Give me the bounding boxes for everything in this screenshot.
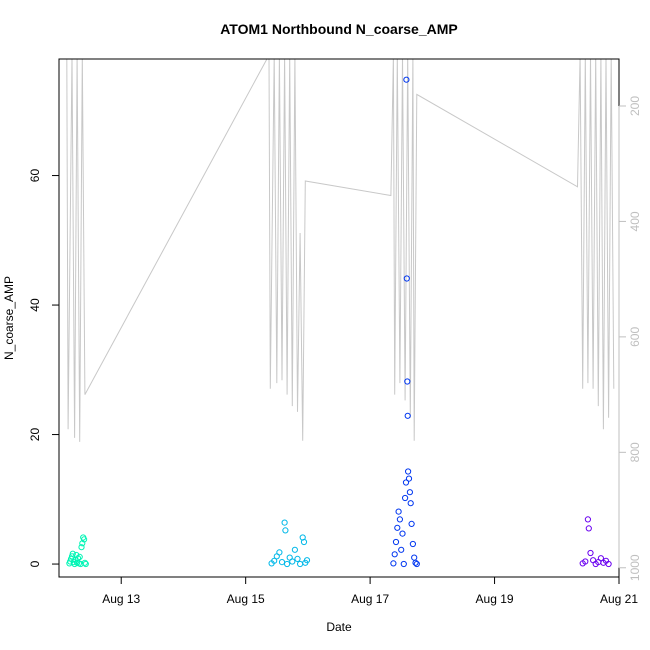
- y-axis-label: N_coarse_AMP: [2, 276, 16, 360]
- data-point: [69, 550, 76, 557]
- data-point: [407, 500, 414, 507]
- y-tick-label: 40: [28, 298, 42, 312]
- data-point: [391, 551, 398, 558]
- data-point: [392, 538, 400, 546]
- data-point: [73, 551, 80, 559]
- data-point: [398, 546, 405, 553]
- data-point: [78, 544, 85, 551]
- data-point: [402, 479, 410, 486]
- data-point: [394, 524, 401, 531]
- data-point: [294, 555, 301, 563]
- data-point: [404, 378, 411, 385]
- data-point: [597, 555, 605, 562]
- data-point: [291, 546, 298, 553]
- y2-tick-label: 1000: [628, 554, 642, 581]
- data-point: [403, 76, 410, 83]
- x-axis-label: Date: [326, 620, 352, 634]
- data-point: [281, 519, 288, 526]
- data-point: [271, 557, 278, 564]
- x-axis: Aug 13 Aug 15 Aug 17 Aug 19 Aug 21: [102, 576, 638, 606]
- secondary-series-line: [66, 59, 615, 442]
- data-point: [300, 538, 308, 546]
- data-point: [76, 553, 83, 561]
- data-point: [584, 516, 592, 523]
- points-layer: [66, 76, 612, 568]
- data-point: [405, 468, 412, 475]
- data-point: [390, 560, 397, 567]
- data-point: [406, 489, 413, 496]
- y-tick-label: 60: [28, 169, 42, 183]
- data-point: [400, 560, 407, 568]
- data-point: [587, 549, 594, 557]
- y-tick-label: 0: [28, 560, 42, 567]
- x-tick-label: Aug 15: [227, 592, 265, 606]
- y-axis-left: 0 20 40 60: [28, 169, 60, 567]
- y2-tick-label: 600: [628, 327, 642, 347]
- data-point: [582, 558, 589, 565]
- x-tick-label: Aug 19: [476, 592, 514, 606]
- data-point: [399, 530, 406, 537]
- plot-frame: [58, 58, 620, 578]
- data-point: [82, 560, 89, 568]
- data-point: [412, 559, 419, 566]
- data-point: [289, 558, 296, 565]
- data-point: [411, 554, 418, 561]
- y-tick-label: 20: [28, 428, 42, 442]
- data-point: [284, 560, 291, 568]
- data-point: [303, 557, 311, 564]
- data-point: [605, 560, 612, 568]
- data-point: [282, 527, 289, 534]
- data-point: [396, 516, 403, 523]
- data-point: [405, 475, 413, 482]
- x-tick-label: Aug 21: [600, 592, 638, 606]
- data-point: [409, 540, 416, 548]
- chart-title: ATOM1 Northbound N_coarse_AMP: [220, 21, 458, 37]
- data-point: [276, 549, 283, 556]
- data-point: [403, 275, 410, 282]
- y-axis-right: 200 400 600 800 1000: [618, 96, 642, 581]
- y2-tick-label: 800: [628, 442, 642, 462]
- data-point: [413, 560, 420, 568]
- data-point: [395, 508, 402, 515]
- data-point: [81, 559, 89, 566]
- y2-tick-label: 400: [628, 211, 642, 231]
- x-tick-label: Aug 13: [102, 592, 140, 606]
- x-tick-label: Aug 17: [351, 592, 389, 606]
- data-point: [585, 525, 592, 532]
- data-point: [408, 520, 415, 528]
- data-point: [404, 412, 411, 419]
- secondary-line-layer: [66, 59, 615, 442]
- data-point: [68, 553, 76, 560]
- data-point: [278, 559, 286, 566]
- y2-tick-label: 200: [628, 96, 642, 116]
- data-point: [81, 536, 88, 543]
- data-point: [402, 494, 409, 502]
- data-point: [297, 560, 304, 568]
